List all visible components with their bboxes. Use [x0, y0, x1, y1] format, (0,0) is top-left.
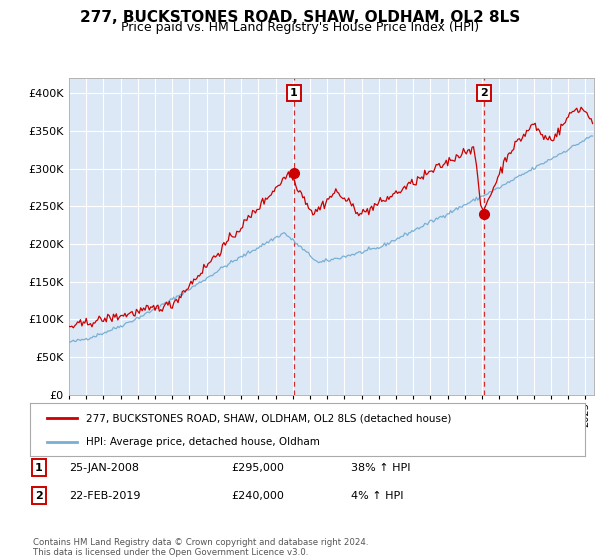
Text: 4% ↑ HPI: 4% ↑ HPI [351, 491, 404, 501]
Text: 2: 2 [481, 87, 488, 97]
Text: 25-JAN-2008: 25-JAN-2008 [69, 463, 139, 473]
Text: £240,000: £240,000 [231, 491, 284, 501]
Text: HPI: Average price, detached house, Oldham: HPI: Average price, detached house, Oldh… [86, 436, 319, 446]
Text: 22-FEB-2019: 22-FEB-2019 [69, 491, 140, 501]
Text: 1: 1 [35, 463, 43, 473]
Text: 38% ↑ HPI: 38% ↑ HPI [351, 463, 410, 473]
Text: 277, BUCKSTONES ROAD, SHAW, OLDHAM, OL2 8LS: 277, BUCKSTONES ROAD, SHAW, OLDHAM, OL2 … [80, 10, 520, 25]
Text: 277, BUCKSTONES ROAD, SHAW, OLDHAM, OL2 8LS (detached house): 277, BUCKSTONES ROAD, SHAW, OLDHAM, OL2 … [86, 413, 451, 423]
Text: 2: 2 [35, 491, 43, 501]
Text: Contains HM Land Registry data © Crown copyright and database right 2024.
This d: Contains HM Land Registry data © Crown c… [33, 538, 368, 557]
Text: Price paid vs. HM Land Registry's House Price Index (HPI): Price paid vs. HM Land Registry's House … [121, 21, 479, 34]
Text: 1: 1 [290, 87, 298, 97]
Text: £295,000: £295,000 [231, 463, 284, 473]
